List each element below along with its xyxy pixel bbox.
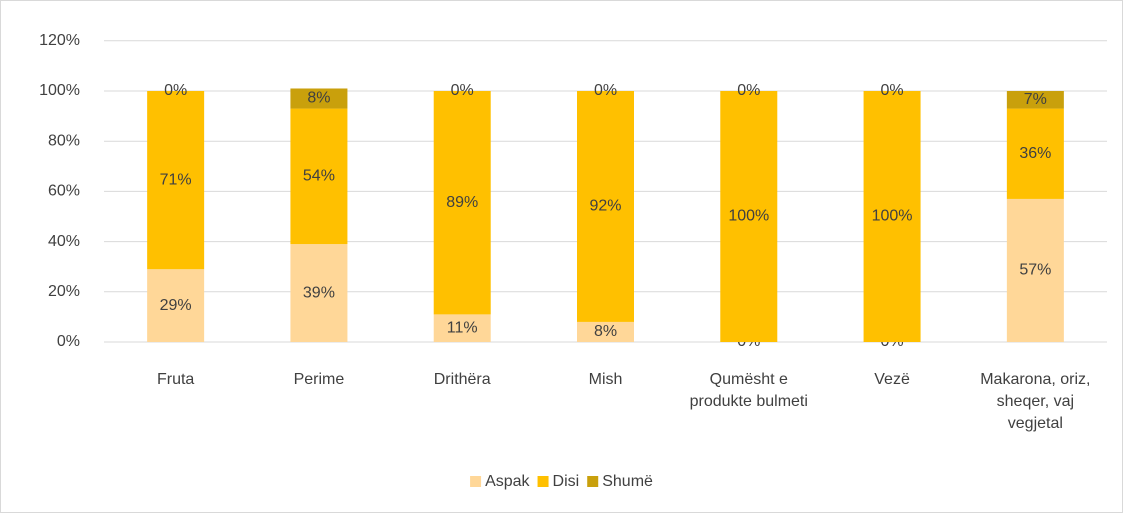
data-label: 71% bbox=[160, 171, 192, 188]
bar-segment bbox=[147, 91, 205, 270]
data-label: 8% bbox=[594, 323, 617, 340]
data-label: 57% bbox=[1019, 262, 1051, 279]
bar-segment bbox=[290, 88, 348, 109]
bar-segment bbox=[720, 91, 778, 342]
legend-label: Aspak bbox=[485, 473, 530, 490]
data-label: 100% bbox=[872, 208, 913, 225]
data-label: 0% bbox=[451, 82, 474, 99]
x-tick-label: Fruta bbox=[157, 371, 194, 388]
data-label: 54% bbox=[303, 168, 335, 185]
bar-segment bbox=[1006, 91, 1064, 109]
bar-segment bbox=[1006, 198, 1064, 342]
legend-swatch bbox=[470, 476, 482, 487]
y-tick-label: 40% bbox=[48, 233, 80, 250]
legend-swatch bbox=[587, 476, 599, 487]
legend-label: Shumë bbox=[602, 473, 653, 490]
x-tick-label: Vezë bbox=[874, 371, 910, 388]
bar-segment bbox=[290, 244, 348, 342]
y-tick-label: 120% bbox=[39, 32, 80, 49]
y-tick-label: 60% bbox=[48, 183, 80, 200]
bar-segment bbox=[433, 91, 491, 315]
bar-segment bbox=[577, 91, 634, 322]
x-tick-label: Drithëra bbox=[434, 371, 491, 388]
bar-segment bbox=[433, 314, 491, 342]
bar-segment bbox=[577, 321, 634, 342]
data-label: 29% bbox=[160, 297, 192, 314]
bar-segment bbox=[1006, 108, 1064, 199]
y-tick-label: 0% bbox=[57, 333, 80, 350]
data-label: 0% bbox=[594, 82, 617, 99]
data-label: 36% bbox=[1019, 145, 1051, 162]
legend-label: Disi bbox=[553, 473, 580, 490]
legend-swatch bbox=[537, 476, 549, 487]
y-tick-label: 20% bbox=[48, 283, 80, 300]
x-tick-label: Mish bbox=[589, 371, 623, 388]
bar-segment bbox=[147, 269, 205, 342]
y-tick-label: 80% bbox=[48, 132, 80, 149]
data-label: 8% bbox=[307, 90, 330, 107]
data-label: 11% bbox=[447, 319, 478, 336]
bar-segment bbox=[863, 91, 921, 342]
x-tick-label: Makarona, oriz, sheqer, vaj vegjetal bbox=[980, 371, 1090, 432]
data-label: 89% bbox=[446, 194, 478, 211]
data-label: 92% bbox=[589, 198, 621, 215]
data-label: 39% bbox=[303, 284, 335, 301]
data-label: 0% bbox=[737, 82, 760, 99]
data-label: 7% bbox=[1024, 91, 1047, 108]
x-tick-label: Perime bbox=[294, 371, 345, 388]
x-tick-label: Qumësht e produkte bulmeti bbox=[690, 371, 808, 410]
bar-segment bbox=[290, 108, 348, 245]
data-label: 100% bbox=[728, 208, 769, 225]
y-tick-label: 100% bbox=[39, 82, 80, 99]
data-label: 0% bbox=[881, 82, 904, 99]
data-label: 0% bbox=[164, 82, 187, 99]
